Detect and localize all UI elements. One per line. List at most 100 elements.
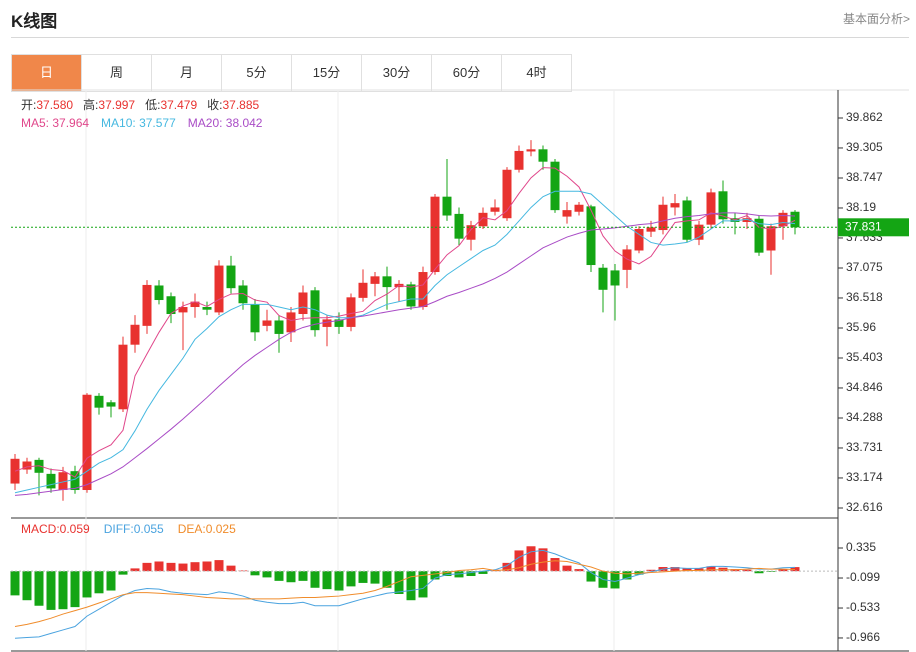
candle-body: [250, 304, 260, 333]
y-tick-label: 35.96: [846, 320, 876, 334]
legend-entry: MACD:0.059: [21, 522, 90, 536]
candle-body: [298, 292, 308, 315]
candle-body: [634, 228, 644, 251]
macd-bar: [742, 569, 752, 572]
y-tick-label: -0.966: [846, 630, 880, 644]
fundamental-link[interactable]: 基本面分析>: [842, 12, 910, 26]
macd-bar: [106, 571, 116, 591]
y-tick-label: 35.403: [846, 350, 883, 364]
period-tab[interactable]: 60分: [432, 55, 502, 91]
macd-bar: [586, 571, 596, 582]
candle-body: [778, 212, 788, 227]
candle-body: [682, 200, 692, 240]
ma-line: [14, 167, 796, 478]
macd-legend: MACD:0.059 DIFF:0.055 DEA:0.025: [21, 522, 236, 536]
macd-bar: [130, 568, 140, 572]
candle-body: [202, 307, 212, 310]
y-tick-label: 33.174: [846, 470, 883, 484]
candle-body: [334, 319, 344, 327]
macd-bar: [58, 571, 68, 610]
candle-body: [670, 203, 680, 208]
info-value: 37.580: [36, 98, 73, 112]
macd-bar: [370, 571, 380, 584]
info-value: 37.997: [98, 98, 135, 112]
candle-body: [406, 284, 416, 307]
candle-body: [142, 284, 152, 326]
y-tick-label: 36.518: [846, 290, 883, 304]
period-tab[interactable]: 日: [12, 55, 82, 91]
candle-body: [586, 206, 596, 266]
macd-bar: [322, 571, 332, 590]
candle-body: [502, 169, 512, 219]
ma-line: [14, 190, 796, 494]
macd-bar: [442, 571, 452, 577]
divider: [11, 37, 909, 38]
ma-legend: MA5: 37.964 MA10: 37.577 MA20: 38.042: [21, 116, 263, 130]
candle-body: [490, 207, 500, 212]
macd-bar: [622, 571, 632, 580]
ma-line: [14, 212, 796, 496]
y-tick-label: 32.616: [846, 500, 883, 514]
candle-body: [46, 473, 56, 489]
period-tab[interactable]: 4时: [502, 55, 572, 91]
candle-body: [790, 211, 800, 228]
info-value: 37.885: [222, 98, 259, 112]
y-tick-label: 33.731: [846, 440, 883, 454]
candle-body: [322, 319, 332, 327]
candle-body: [562, 210, 572, 217]
macd-bar: [682, 568, 692, 572]
y-tick-label: 38.747: [846, 170, 883, 184]
macd-bar: [334, 571, 344, 591]
candle-body: [34, 459, 44, 473]
macd-bar: [706, 566, 716, 572]
candle-body: [718, 191, 728, 220]
macd-bar: [394, 571, 404, 594]
macd-line: [14, 560, 796, 627]
candle-body: [226, 265, 236, 289]
info-value: 37.479: [160, 98, 197, 112]
candle-body: [418, 272, 428, 308]
macd-bar: [694, 568, 704, 572]
macd-bar: [262, 571, 272, 578]
macd-bar: [430, 571, 440, 580]
y-tick-label: -0.099: [846, 570, 880, 584]
legend-entry: MA5: 37.964: [21, 116, 89, 130]
macd-bar: [754, 571, 764, 574]
candle-body: [370, 276, 380, 284]
period-tab[interactable]: 周: [82, 55, 152, 91]
macd-bar: [118, 571, 128, 575]
macd-bar: [190, 562, 200, 572]
macd-bar: [406, 571, 416, 601]
macd-bar: [670, 567, 680, 572]
macd-bar: [166, 562, 176, 572]
candle-body: [538, 149, 548, 162]
candle-body: [694, 224, 704, 240]
macd-bar: [346, 571, 356, 587]
macd-bar: [478, 571, 488, 574]
y-tick-label: 39.862: [846, 110, 883, 124]
period-tab[interactable]: 5分: [222, 55, 292, 91]
macd-bar: [70, 571, 80, 608]
macd-bar: [358, 571, 368, 583]
candle-body: [238, 285, 248, 304]
y-tick-label: 38.19: [846, 200, 876, 214]
y-tick-label: 37.075: [846, 260, 883, 274]
info-label: 开:: [21, 98, 36, 112]
period-tab[interactable]: 月: [152, 55, 222, 91]
period-tab[interactable]: 15分: [292, 55, 362, 91]
macd-bar: [214, 560, 224, 572]
macd-bar: [514, 550, 524, 572]
candle-body: [106, 402, 116, 407]
legend-entry: DEA:0.025: [178, 522, 236, 536]
candle-body: [742, 218, 752, 222]
macd-bar: [466, 571, 476, 577]
macd-bar: [562, 565, 572, 572]
macd-bar: [310, 571, 320, 588]
candle-body: [550, 161, 560, 211]
candle-body: [658, 204, 668, 231]
info-label: 收:: [207, 98, 222, 112]
period-tab[interactable]: 30分: [362, 55, 432, 91]
legend-entry: DIFF:0.055: [104, 522, 164, 536]
